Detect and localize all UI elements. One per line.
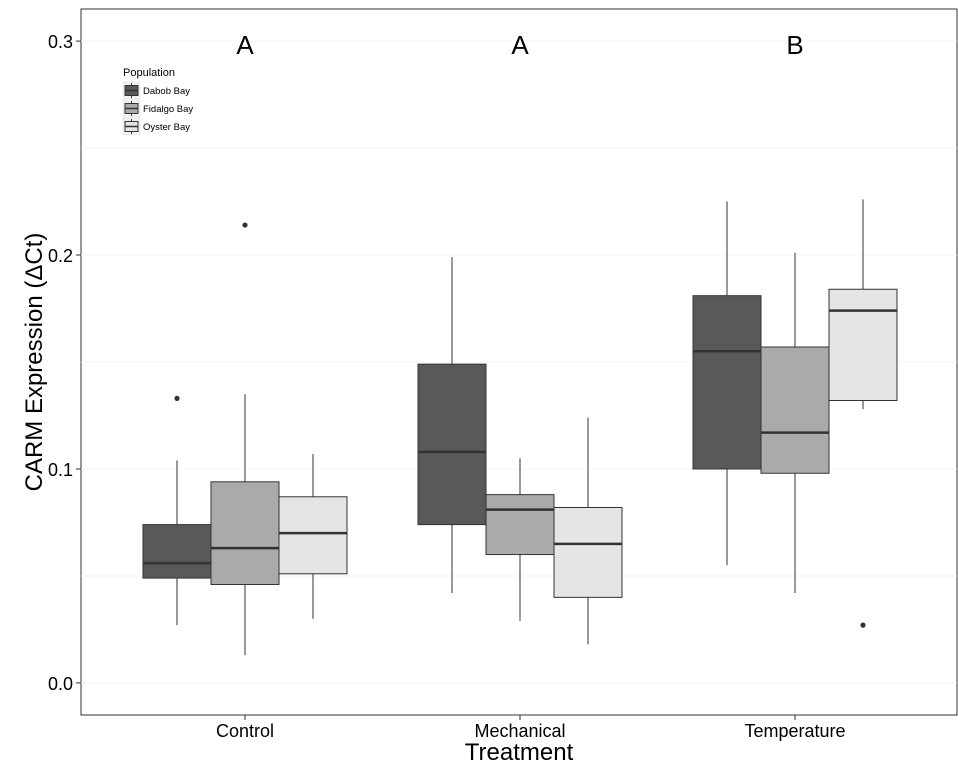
box-oyster-bay — [278, 453, 348, 619]
group-letter: A — [511, 30, 529, 60]
y-tick-label: 0.0 — [48, 674, 73, 694]
box-dabob-bay — [142, 395, 212, 626]
legend-entry: Fidalgo Bay — [122, 99, 193, 118]
y-tick-label: 0.3 — [48, 32, 73, 52]
box-iqr — [828, 288, 898, 402]
box-dabob-bay — [417, 257, 487, 594]
legend-label: Oyster Bay — [143, 122, 190, 133]
x-tick-label: Control — [216, 721, 274, 741]
box-dabob-bay — [692, 201, 762, 566]
box-fidalgo-bay — [210, 222, 280, 656]
legend-entry: Dabob Bay — [122, 81, 190, 100]
x-axis: Control Mechanical Temperature — [216, 715, 846, 741]
outlier-point — [860, 622, 866, 628]
x-tick-label: Temperature — [744, 721, 845, 741]
box-oyster-bay — [553, 417, 623, 645]
group-letter: A — [236, 30, 254, 60]
legend: Population Dabob Bay Fidalgo Bay Oyster Ba… — [122, 67, 193, 136]
group-letter: B — [786, 30, 803, 60]
outlier-point — [242, 222, 248, 228]
box-iqr — [553, 506, 623, 598]
legend-title: Population — [123, 67, 175, 79]
y-tick-label: 0.2 — [48, 246, 73, 266]
box-iqr — [760, 346, 830, 474]
y-tick-label: 0.1 — [48, 460, 73, 480]
x-axis-title: Treatment — [465, 739, 574, 766]
y-axis: 0.0 0.1 0.2 0.3 — [48, 32, 81, 694]
box-iqr — [142, 524, 212, 579]
legend-entry: Oyster Bay — [122, 117, 190, 136]
x-tick-label: Mechanical — [474, 721, 565, 741]
boxes-layer — [142, 199, 898, 656]
box-fidalgo-bay — [760, 252, 830, 594]
box-iqr — [417, 363, 487, 526]
legend-label: Fidalgo Bay — [143, 104, 193, 115]
box-oyster-bay — [828, 199, 898, 628]
box-iqr — [278, 496, 348, 575]
box-iqr — [692, 295, 762, 470]
box-fidalgo-bay — [485, 458, 555, 621]
box-iqr — [485, 494, 555, 556]
legend-label: Dabob Bay — [143, 86, 190, 97]
y-axis-title: CARM Expression (ΔCt) — [21, 233, 48, 492]
outlier-point — [174, 395, 180, 401]
box-iqr — [210, 481, 280, 585]
